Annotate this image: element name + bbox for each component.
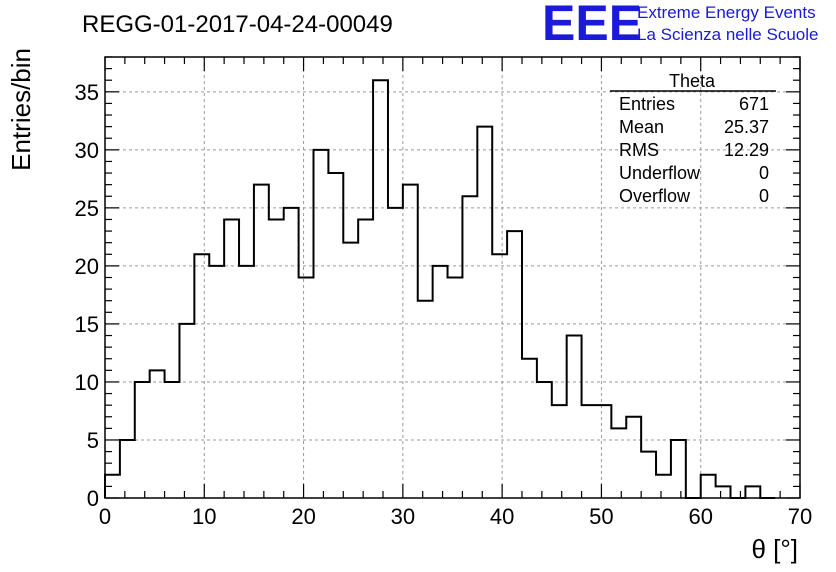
histogram-bin xyxy=(701,475,716,498)
x-tick-label: 30 xyxy=(391,504,415,529)
x-tick-label: 50 xyxy=(589,504,613,529)
logo-mark: EEE xyxy=(542,0,642,51)
histogram-bin xyxy=(448,278,463,499)
y-tick-label: 35 xyxy=(75,80,99,105)
histogram-bin xyxy=(358,219,373,498)
eee-logo: EEE Extreme Energy Events La Scienza nel… xyxy=(542,0,818,51)
y-tick-label: 5 xyxy=(87,428,99,453)
histogram-bin xyxy=(269,219,284,498)
logo-line-1: Extreme Energy Events xyxy=(637,3,816,22)
histogram-bin xyxy=(716,486,731,498)
y-tick-label: 0 xyxy=(87,486,99,511)
histogram-bin xyxy=(462,196,477,498)
stats-row-label: Overflow xyxy=(619,186,691,206)
histogram-bin xyxy=(611,428,626,498)
tick-labels: 0 10 20 30 40 50 60 70 0 5 10 15 20 25 30 35 xyxy=(75,80,813,529)
histogram-bin xyxy=(254,185,269,498)
histogram-bin xyxy=(433,266,448,498)
x-tick-label: 20 xyxy=(291,504,315,529)
histogram-bin xyxy=(522,359,537,498)
histogram-bin xyxy=(671,440,686,498)
histogram-bin xyxy=(641,452,656,498)
x-tick-label: 70 xyxy=(788,504,812,529)
stats-row-value: 671 xyxy=(739,94,769,114)
histogram-bin xyxy=(239,266,254,498)
x-tick-label: 60 xyxy=(688,504,712,529)
histogram-bin xyxy=(343,243,358,498)
histogram-bin xyxy=(105,475,120,498)
x-axis-title: θ [°] xyxy=(751,534,798,564)
histogram-bin xyxy=(224,219,239,498)
x-tick-label: 0 xyxy=(99,504,111,529)
axis-ticks xyxy=(104,56,801,499)
histogram-bin xyxy=(314,150,329,498)
histogram-bin xyxy=(418,301,433,498)
plot-frame xyxy=(104,56,801,499)
histogram-bin xyxy=(135,382,150,498)
histogram-bin xyxy=(165,382,180,498)
stats-row-value: 12.29 xyxy=(724,140,769,160)
y-tick-label: 30 xyxy=(75,138,99,163)
histogram-bin xyxy=(284,208,299,498)
histogram-bin xyxy=(507,231,522,498)
y-tick-label: 20 xyxy=(75,254,99,279)
histogram-bin xyxy=(596,405,611,498)
histogram-bin xyxy=(388,208,403,498)
stats-row-label: Mean xyxy=(619,117,664,137)
histogram-bin xyxy=(626,417,641,498)
histogram-bin xyxy=(656,475,671,498)
logo-line-2: La Scienza nelle Scuole xyxy=(637,25,818,44)
histogram-bins xyxy=(105,80,760,498)
histogram-outline xyxy=(104,79,776,499)
histogram-bin xyxy=(745,486,760,498)
histogram-bin xyxy=(194,254,209,498)
histogram-bin xyxy=(120,440,135,498)
stats-row-value: 0 xyxy=(759,163,769,183)
y-tick-label: 15 xyxy=(75,312,99,337)
histogram-bin xyxy=(150,370,165,498)
histogram-bin xyxy=(477,127,492,498)
histogram-bin xyxy=(492,254,507,498)
y-tick-label: 25 xyxy=(75,196,99,221)
x-tick-label: 10 xyxy=(192,504,216,529)
stats-row-label: RMS xyxy=(619,140,659,160)
stats-row-value: 0 xyxy=(759,186,769,206)
y-axis-title: Entries/bin xyxy=(6,48,36,171)
histogram-bin xyxy=(299,278,314,499)
stats-row-value: 25.37 xyxy=(724,117,769,137)
histogram-bin xyxy=(328,173,343,498)
x-tick-label: 40 xyxy=(490,504,514,529)
chart-title: REGG-01-2017-04-24-00049 xyxy=(82,11,393,38)
histogram-bin xyxy=(552,405,567,498)
histogram-bin xyxy=(179,324,194,498)
y-tick-label: 10 xyxy=(75,370,99,395)
stats-row-label: Entries xyxy=(619,94,675,114)
histogram-bin xyxy=(567,336,582,498)
histogram-bin xyxy=(403,185,418,498)
histogram-bin xyxy=(209,266,224,498)
histogram-bin xyxy=(537,382,552,498)
stats-row-label: Underflow xyxy=(619,163,701,183)
stats-box: Theta Entries 671 Mean 25.37 RMS 12.29 Underfl… xyxy=(610,71,776,206)
stats-box-name: Theta xyxy=(669,71,716,91)
histogram-bin xyxy=(373,80,388,498)
histogram-bin xyxy=(582,405,597,498)
